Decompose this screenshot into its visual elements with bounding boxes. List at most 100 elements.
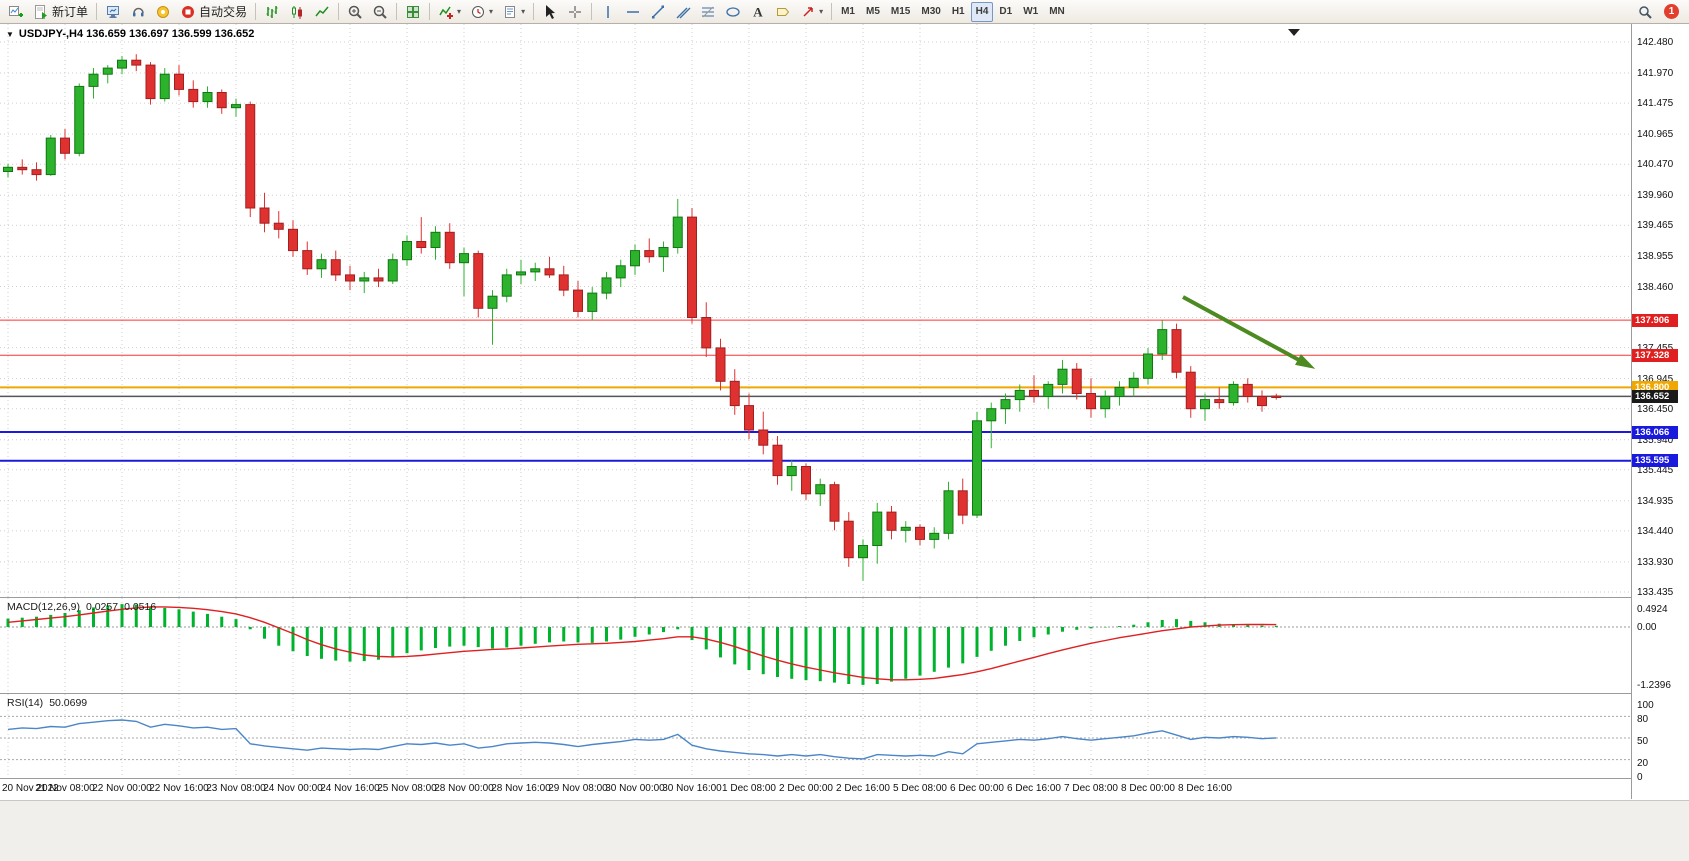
- price-axis-label: 134.935: [1637, 495, 1674, 507]
- candlestick-chart-button[interactable]: [285, 2, 309, 22]
- time-axis[interactable]: 20 Nov 2022 21 Nov 08:00 22 Nov 00:00 22 No…: [0, 779, 1631, 799]
- pane-separator[interactable]: [0, 597, 1689, 598]
- templates-dropdown[interactable]: ▾: [498, 2, 529, 22]
- timeframe-h4-button[interactable]: H4: [970, 1, 994, 22]
- notification-badge[interactable]: 1: [1664, 4, 1679, 19]
- arrow-tool-icon: [803, 6, 813, 17]
- chevron-down-icon: ▾: [521, 6, 526, 16]
- trendline-icon: [652, 5, 665, 18]
- time-axis-label: 8 Dec 16:00: [1178, 783, 1232, 794]
- shapes-tool[interactable]: [721, 2, 745, 22]
- price-axis-label: 138.955: [1637, 251, 1674, 263]
- price-axis-label: 139.465: [1637, 220, 1674, 232]
- timeframe-m5-button[interactable]: M5: [861, 2, 885, 22]
- vertical-line-icon: [607, 5, 609, 18]
- toolbar-separator: [396, 3, 398, 20]
- timeframe-m15-button[interactable]: M15: [886, 2, 915, 22]
- channel-tool[interactable]: [671, 2, 695, 22]
- arrows-dropdown[interactable]: ▾: [796, 2, 827, 22]
- pane-separator: [0, 778, 1689, 779]
- price-level-tag: 136.066: [1632, 425, 1678, 439]
- headset-icon: [133, 7, 144, 16]
- price-axis-label: 133.435: [1637, 587, 1674, 598]
- timeframe-m30-button[interactable]: M30: [916, 2, 945, 22]
- time-axis-label: 29 Nov 08:00: [548, 783, 608, 794]
- price-axis-label: 141.970: [1637, 68, 1674, 79]
- vertical-line-tool[interactable]: [596, 2, 620, 22]
- periods-dropdown[interactable]: ▾: [466, 2, 497, 22]
- time-axis-label: 30 Nov 00:00: [605, 783, 665, 794]
- chevron-down-icon: ▾: [819, 6, 824, 16]
- rsi-label: RSI(14): [7, 697, 44, 709]
- price-axis[interactable]: 142.480 141.970 141.475 140.965 140.470 139.9…: [1631, 24, 1689, 799]
- macd-hist-value: 0.0257: [85, 601, 119, 613]
- search-button[interactable]: [1633, 2, 1657, 22]
- new-chart-icon: [9, 5, 23, 17]
- price-level-tag: 137.906: [1632, 313, 1678, 327]
- timeframe-m1-button[interactable]: M1: [836, 2, 860, 22]
- macd-axis-label: 0.00: [1637, 622, 1657, 633]
- bar-chart-button[interactable]: [260, 2, 284, 22]
- trendline-tool[interactable]: [646, 2, 670, 22]
- new-chart-button[interactable]: [4, 2, 28, 22]
- text-tool[interactable]: A: [746, 2, 770, 22]
- pane-separator[interactable]: [0, 693, 1689, 694]
- timeframe-h1-button[interactable]: H1: [947, 2, 970, 22]
- text-label-tool[interactable]: [771, 2, 795, 22]
- search-icon: [1639, 5, 1652, 19]
- macd-label: MACD(12,26,9): [7, 601, 80, 613]
- timeframe-w1-button[interactable]: W1: [1018, 2, 1043, 22]
- text-icon: A: [753, 4, 763, 19]
- chevron-down-icon: ▾: [489, 6, 494, 16]
- price-axis-label: 142.480: [1637, 37, 1674, 48]
- toolbar-separator: [255, 3, 257, 20]
- autotrading-label: 自动交易: [199, 5, 248, 19]
- price-axis-label: 133.930: [1637, 556, 1674, 568]
- tile-windows-button[interactable]: [401, 2, 425, 22]
- tile-windows-icon: [407, 5, 420, 18]
- time-axis-label: 21 Nov 08:00: [35, 783, 95, 794]
- new-order-button[interactable]: 新订单: [29, 2, 92, 22]
- indicators-dropdown[interactable]: ▾: [434, 2, 465, 22]
- zoom-in-button[interactable]: [343, 2, 367, 22]
- time-axis-label: 8 Dec 00:00: [1121, 783, 1175, 794]
- timeframe-mn-button[interactable]: MN: [1044, 2, 1070, 22]
- market-watch-button[interactable]: [126, 2, 150, 22]
- zoom-out-icon: [373, 5, 387, 19]
- symbol-ohlc-text: USDJPY-,H4 136.659 136.697 136.599 136.6…: [18, 28, 255, 40]
- autotrading-button[interactable]: 自动交易: [176, 2, 251, 22]
- fibonacci-tool[interactable]: [696, 2, 720, 22]
- rsi-pane[interactable]: [0, 694, 1631, 778]
- time-axis-label: 5 Dec 08:00: [893, 783, 947, 794]
- community-button[interactable]: [151, 2, 175, 22]
- toolbar-separator: [831, 3, 833, 20]
- price-axis-label: 138.460: [1637, 281, 1674, 293]
- rsi-axis-label: 20: [1637, 757, 1649, 769]
- rsi-axis-label: 80: [1637, 714, 1649, 726]
- macd-axis-label: -1.2396: [1637, 680, 1671, 691]
- horizontal-line-tool[interactable]: [621, 2, 645, 22]
- profiles-button[interactable]: [101, 2, 125, 22]
- price-axis-label: 136.450: [1637, 403, 1674, 415]
- rsi-value: 50.0699: [49, 697, 88, 709]
- new-order-label: 新订单: [52, 5, 89, 19]
- line-chart-button[interactable]: [310, 2, 334, 22]
- ellipse-icon: [726, 6, 740, 17]
- autotrading-icon: [182, 5, 195, 18]
- price-axis-label: 134.440: [1637, 525, 1674, 537]
- chart-ohlc-header: ▼ USDJPY-,H4 136.659 136.697 136.599 136…: [6, 28, 254, 40]
- time-axis-label: 24 Nov 16:00: [320, 783, 380, 794]
- symbol-dropdown-icon[interactable]: ▼: [6, 29, 14, 39]
- crosshair-button[interactable]: [563, 2, 587, 22]
- macd-pane[interactable]: [0, 598, 1631, 693]
- price-chart-pane[interactable]: [0, 24, 1631, 597]
- fibonacci-icon: [702, 6, 715, 17]
- zoom-out-button[interactable]: [368, 2, 392, 22]
- timeframe-d1-button[interactable]: D1: [994, 2, 1017, 22]
- cursor-button[interactable]: [538, 2, 562, 22]
- price-axis-label: 137.455: [1637, 343, 1673, 354]
- window-bottom-area: [0, 800, 1689, 861]
- macd-header: MACD(12,26,9) 0.0257 0.0516: [7, 601, 156, 613]
- new-order-icon: [35, 4, 47, 19]
